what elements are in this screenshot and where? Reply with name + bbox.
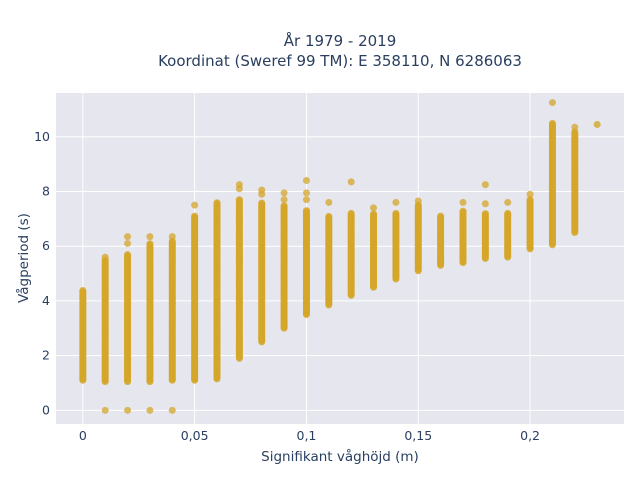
scatter-column [548,99,556,249]
scatter-point [504,198,512,206]
y-tick-label: 8 [42,183,50,198]
scatter-point [101,406,109,414]
scatter-point [459,207,467,215]
scatter-column [146,233,154,414]
y-tick-label: 10 [34,129,50,144]
scatter-point [481,210,489,218]
scatter-column [124,233,132,414]
scatter-point [325,198,333,206]
scatter-column [79,287,87,384]
scatter-point [325,212,333,220]
scatter-column [370,204,378,291]
y-tick-label: 2 [42,348,50,363]
chart-title-line-1: År 1979 - 2019 [284,31,397,50]
scatter-point [191,201,199,209]
scatter-point [437,212,445,220]
x-axis-title: Signifikant våghöjd (m) [261,448,419,465]
scatter-point [302,189,310,197]
scatter-column [235,181,243,362]
x-tick-label: 0,2 [520,428,540,443]
scatter-point [347,178,355,186]
scatter-column [347,178,355,299]
scatter-point [370,210,378,218]
scatter-point [593,120,601,128]
y-tick-label: 6 [42,238,50,253]
scatter-column [101,253,109,414]
scatter-point [168,233,176,241]
scatter-column [325,198,333,309]
scatter-point [235,196,243,204]
scatter-point [191,212,199,220]
scatter-point [235,181,243,189]
scatter-column [504,198,512,261]
x-tick-label: 0,1 [297,428,317,443]
scatter-point [370,204,378,212]
scatter-point [124,251,132,259]
x-tick-label: 0 [79,428,87,443]
scatter-column [280,189,288,332]
scatter-point [146,406,154,414]
scatter-column [414,197,422,275]
scatter-point [481,181,489,189]
scatter-point [414,197,422,205]
scatter-point [258,186,266,194]
plot-area [56,93,624,424]
scatter-column [481,181,489,262]
scatter-point [124,239,132,247]
scatter-point [146,240,154,248]
y-axis-title: Vågperiod (s) [15,213,32,303]
scatter-column [168,233,176,414]
scatter-point [347,209,355,217]
scatter-column [392,198,400,283]
y-tick-label: 4 [42,293,50,308]
scatter-column [526,190,534,253]
scatter-point [146,233,154,241]
scatter-point [392,198,400,206]
scatter-column [191,201,199,384]
scatter-point [392,209,400,217]
scatter-column [571,123,579,237]
scatter-point [280,189,288,197]
x-tick-label: 0,05 [181,428,209,443]
scatter-point [124,233,132,241]
scatter-column [302,177,310,319]
scatter-point [213,199,221,207]
scatter-column [593,120,601,128]
scatter-point [571,123,579,131]
scatter-point [168,406,176,414]
chart-title-line-2: Koordinat (Sweref 99 TM): E 358110, N 62… [158,52,522,70]
scatter-point [79,287,87,295]
scatter-point [101,253,109,261]
scatter-column [459,198,467,267]
scatter-column [437,212,445,269]
y-axis-ticks: 0 2 4 6 8 10 [34,129,50,418]
scatter-point [124,406,132,414]
scatter-point [280,196,288,204]
scatter-point [280,202,288,210]
scatter-point [526,196,534,204]
scatter-points [79,99,601,414]
scatter-column [213,199,221,383]
scatter-point [548,99,556,107]
scatter-point [526,190,534,198]
scatter-point [459,198,467,206]
scatter-column [258,186,266,346]
scatter-point [302,196,310,204]
x-tick-label: 0,15 [404,428,432,443]
scatter-point [258,199,266,207]
scatter-point [481,200,489,208]
scatter-point [302,207,310,215]
scatter-point [302,177,310,185]
scatter-point [548,119,556,127]
y-tick-label: 0 [42,402,50,417]
scatter-point [504,209,512,217]
x-axis-ticks: 0 0,05 0,1 0,15 0,2 [79,428,540,443]
